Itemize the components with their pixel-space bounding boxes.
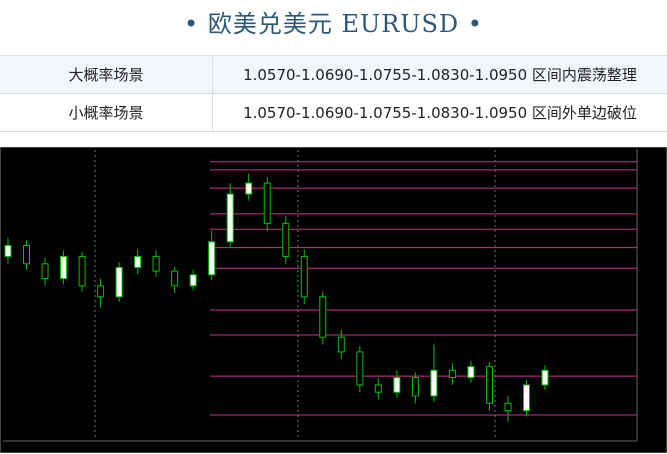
cell: 小概率场景	[0, 93, 213, 132]
candle-body	[23, 244, 31, 265]
candle-body	[337, 336, 345, 353]
candle-body	[134, 255, 142, 268]
candle-body	[356, 351, 364, 386]
candle-body	[171, 270, 179, 287]
candle-body	[319, 296, 327, 338]
candle-body	[208, 241, 216, 276]
candle-body	[541, 369, 549, 386]
candle-body	[115, 266, 123, 298]
candle-body	[41, 263, 49, 279]
chart-background	[0, 147, 667, 453]
candle-body	[374, 384, 382, 393]
candle-body	[504, 402, 512, 412]
candle-body	[522, 384, 530, 412]
candle-body	[485, 366, 493, 404]
candle-body	[226, 193, 234, 243]
candle-body	[152, 255, 160, 272]
candle-body	[78, 255, 86, 287]
candle-body	[393, 377, 401, 393]
scenario-table: 大概率场景 1.0570-1.0690-1.0755-1.0830-1.0950 …	[0, 55, 667, 132]
candle-body	[448, 369, 456, 379]
candle-body	[97, 285, 105, 298]
row: 大概率场景 1.0570-1.0690-1.0755-1.0830-1.0950 …	[0, 55, 667, 94]
row: 小概率场景 1.0570-1.0690-1.0755-1.0830-1.0950 …	[0, 93, 667, 132]
chart	[0, 147, 667, 453]
candle-body	[4, 244, 12, 257]
cell: 1.0570-1.0690-1.0755-1.0830-1.0950 区间内震荡…	[212, 55, 667, 94]
candle-body	[263, 182, 271, 224]
candle-body	[245, 182, 253, 195]
cell: 1.0570-1.0690-1.0755-1.0830-1.0950 区间外单边…	[212, 93, 667, 132]
candle-body	[60, 255, 68, 279]
candle-body	[189, 274, 197, 287]
cell: 大概率场景	[0, 55, 213, 94]
candle-body	[467, 366, 475, 379]
candle-body	[282, 222, 290, 257]
candle-body	[430, 369, 438, 397]
title: • 欧美兑美元 EURUSD •	[184, 10, 483, 38]
candle-body	[411, 377, 419, 397]
candle-body	[300, 255, 308, 298]
